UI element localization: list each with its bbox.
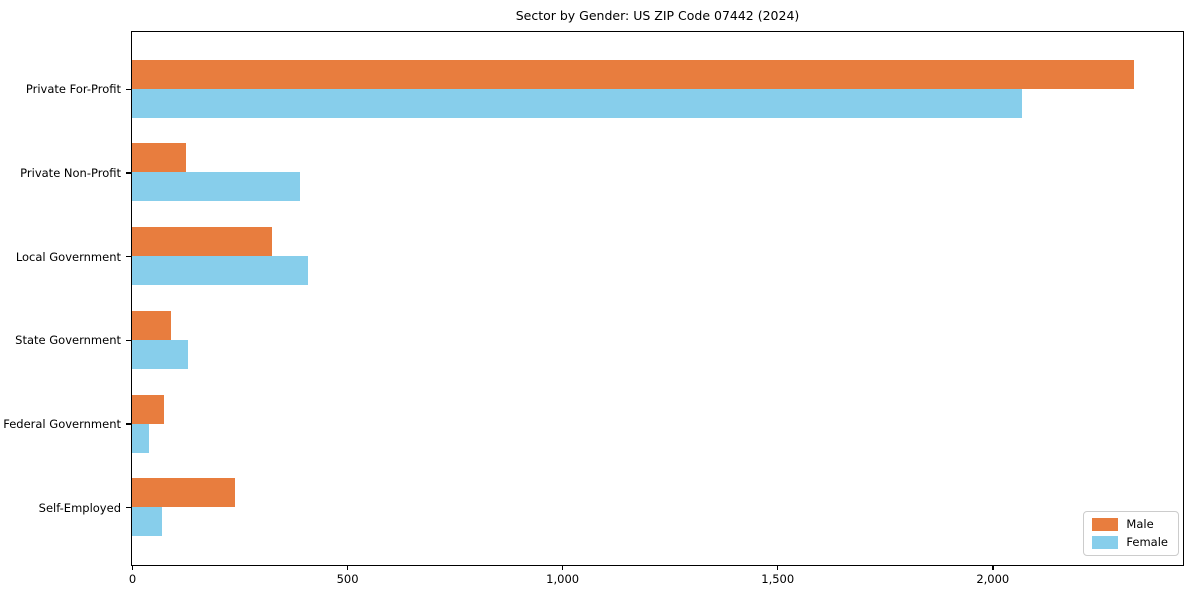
x-axis-tick — [131, 566, 134, 570]
bar-male-state-government — [132, 310, 171, 340]
y-axis-tick — [126, 88, 131, 91]
x-axis-tick — [561, 566, 564, 570]
y-axis-label: State Government — [15, 333, 121, 348]
bar-female-self-employed — [132, 507, 163, 537]
legend: Male Female — [1083, 511, 1179, 556]
male-series-swatch — [1092, 518, 1119, 531]
legend-label-male: Male — [1126, 517, 1154, 531]
y-axis-tick — [126, 255, 131, 258]
bar-female-state-government — [132, 339, 188, 369]
y-axis-label: Private For-Profit — [25, 82, 121, 97]
x-axis-label: 500 — [336, 571, 359, 586]
y-axis-tick — [126, 172, 131, 174]
legend-label-female: Female — [1126, 535, 1168, 549]
y-axis-tick — [126, 423, 131, 425]
chart-title: Sector by Gender: US ZIP Code 07442 (202… — [515, 8, 800, 23]
y-axis-label: Self-Employed — [38, 500, 121, 515]
bar-male-local-government — [132, 227, 272, 257]
x-axis-label: 0 — [128, 571, 137, 586]
x-axis-tick — [776, 566, 779, 570]
x-axis-tick — [992, 566, 994, 570]
y-axis-label: Private Non-Profit — [20, 165, 121, 180]
bar-male-federal-government — [132, 394, 165, 424]
bar-female-federal-government — [132, 423, 150, 453]
plot-area: Male Female — [131, 31, 1184, 566]
x-axis-label: 1,000 — [546, 571, 580, 586]
bar-male-private-for-profit — [132, 59, 1135, 89]
x-axis-label: 2,000 — [976, 571, 1010, 586]
legend-entry-male: Male — [1092, 518, 1168, 531]
bar-female-private-non-profit — [132, 172, 300, 202]
bar-female-private-for-profit — [132, 88, 1023, 118]
legend-entry-female: Female — [1092, 536, 1168, 549]
x-axis-label: 1,500 — [761, 571, 795, 586]
bar-male-self-employed — [132, 478, 236, 508]
y-axis-label: Federal Government — [3, 417, 121, 432]
y-axis-tick — [126, 339, 131, 342]
y-axis-label: Local Government — [15, 249, 121, 264]
bar-female-local-government — [132, 256, 309, 286]
bar-male-private-non-profit — [132, 143, 186, 173]
female-series-swatch — [1092, 536, 1119, 549]
y-axis-tick — [126, 506, 131, 509]
x-axis-tick — [346, 566, 349, 570]
